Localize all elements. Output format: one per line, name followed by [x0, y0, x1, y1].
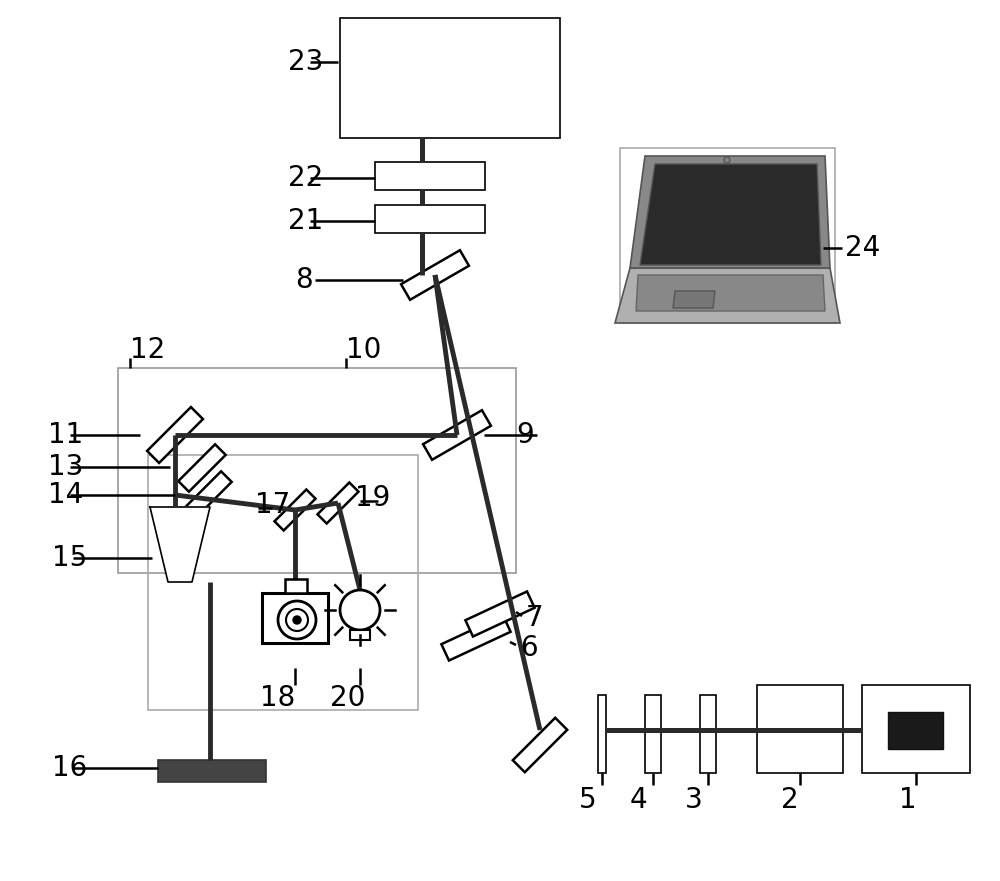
- Bar: [340, 18, 560, 138]
- Bar: [262, 593, 328, 643]
- Bar: [350, 630, 370, 640]
- Polygon shape: [147, 407, 203, 463]
- Polygon shape: [423, 411, 491, 460]
- Text: 11: 11: [48, 421, 83, 449]
- Polygon shape: [178, 444, 226, 492]
- Bar: [757, 685, 843, 773]
- Polygon shape: [465, 591, 535, 637]
- Polygon shape: [274, 490, 316, 530]
- Bar: [862, 685, 970, 773]
- Polygon shape: [441, 616, 511, 661]
- Bar: [700, 695, 716, 773]
- Bar: [158, 760, 266, 782]
- Bar: [375, 205, 485, 233]
- Circle shape: [293, 616, 301, 624]
- Text: 8: 8: [295, 266, 313, 294]
- Polygon shape: [640, 164, 821, 265]
- Text: 15: 15: [52, 544, 87, 572]
- Circle shape: [286, 609, 308, 631]
- Text: 13: 13: [48, 453, 83, 481]
- Circle shape: [724, 157, 730, 163]
- Text: 9: 9: [516, 421, 534, 449]
- Text: 16: 16: [52, 754, 87, 782]
- Bar: [118, 368, 516, 573]
- Text: 5: 5: [579, 786, 597, 814]
- Polygon shape: [636, 275, 825, 311]
- Text: 19: 19: [355, 484, 390, 512]
- Polygon shape: [673, 291, 715, 308]
- Text: 17: 17: [255, 491, 290, 519]
- Text: 3: 3: [685, 786, 703, 814]
- Polygon shape: [401, 250, 469, 300]
- Text: 12: 12: [130, 336, 165, 364]
- Bar: [375, 162, 485, 190]
- Text: 22: 22: [288, 164, 323, 192]
- Text: 23: 23: [288, 48, 323, 76]
- Bar: [620, 148, 835, 323]
- Text: 24: 24: [845, 234, 880, 262]
- Text: 20: 20: [330, 684, 366, 712]
- Polygon shape: [150, 507, 210, 582]
- Polygon shape: [513, 718, 567, 773]
- Text: 14: 14: [48, 481, 83, 509]
- Circle shape: [278, 601, 316, 639]
- Polygon shape: [615, 268, 840, 323]
- Bar: [888, 712, 943, 749]
- Text: 18: 18: [260, 684, 296, 712]
- Bar: [148, 455, 418, 710]
- Text: 7: 7: [526, 604, 544, 632]
- Text: 1: 1: [899, 786, 917, 814]
- Polygon shape: [184, 471, 232, 519]
- Text: 10: 10: [346, 336, 381, 364]
- Text: 4: 4: [629, 786, 647, 814]
- Polygon shape: [630, 156, 830, 268]
- Bar: [598, 695, 606, 773]
- Bar: [645, 695, 661, 773]
- Polygon shape: [317, 483, 359, 523]
- Bar: [285, 579, 307, 593]
- Text: 21: 21: [288, 207, 323, 235]
- Text: 2: 2: [781, 786, 799, 814]
- Circle shape: [340, 590, 380, 630]
- Text: 6: 6: [520, 634, 538, 662]
